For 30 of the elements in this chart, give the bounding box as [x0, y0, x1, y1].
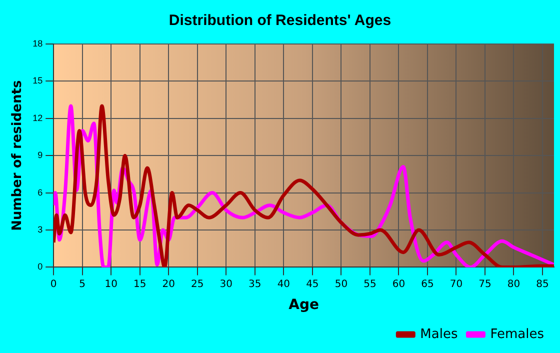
legend-label: Females [490, 326, 544, 342]
y-tick-label: 15 [32, 76, 43, 86]
x-tick-label: 25 [191, 278, 204, 290]
x-tick-label: 75 [478, 278, 492, 290]
y-axis-title: Number of residents [10, 80, 26, 231]
x-tick-label: 20 [162, 278, 176, 290]
x-tick-label: 35 [248, 278, 262, 290]
legend-label: Males [420, 326, 458, 342]
x-tick-label: 15 [134, 278, 146, 290]
x-tick-label: 5 [79, 278, 86, 290]
x-tick-label: 55 [364, 278, 376, 290]
y-tick-label: 3 [38, 224, 43, 234]
y-tick-label: 9 [38, 150, 43, 160]
x-tick-label: 50 [334, 278, 348, 290]
y-tick-label: 12 [32, 112, 43, 123]
y-tick-label: 6 [38, 187, 43, 198]
x-tick-label: 80 [507, 278, 520, 290]
y-tick-label: 18 [32, 38, 43, 48]
x-tick-label: 40 [277, 278, 290, 290]
x-tick-label: 60 [392, 278, 406, 290]
x-tick-label: 45 [306, 278, 319, 290]
x-tick-label: 70 [450, 278, 463, 290]
x-tick-label: 85 [536, 278, 549, 290]
chart-title: Distribution of Residents' Ages [168, 12, 392, 30]
y-tick-label: 0 [38, 262, 43, 272]
x-axis-title: Age [288, 297, 319, 314]
x-tick-label: 0 [50, 278, 57, 290]
x-tick-label: 10 [104, 278, 118, 290]
x-tick-label: 30 [220, 278, 233, 290]
x-tick-label: 65 [421, 278, 434, 290]
